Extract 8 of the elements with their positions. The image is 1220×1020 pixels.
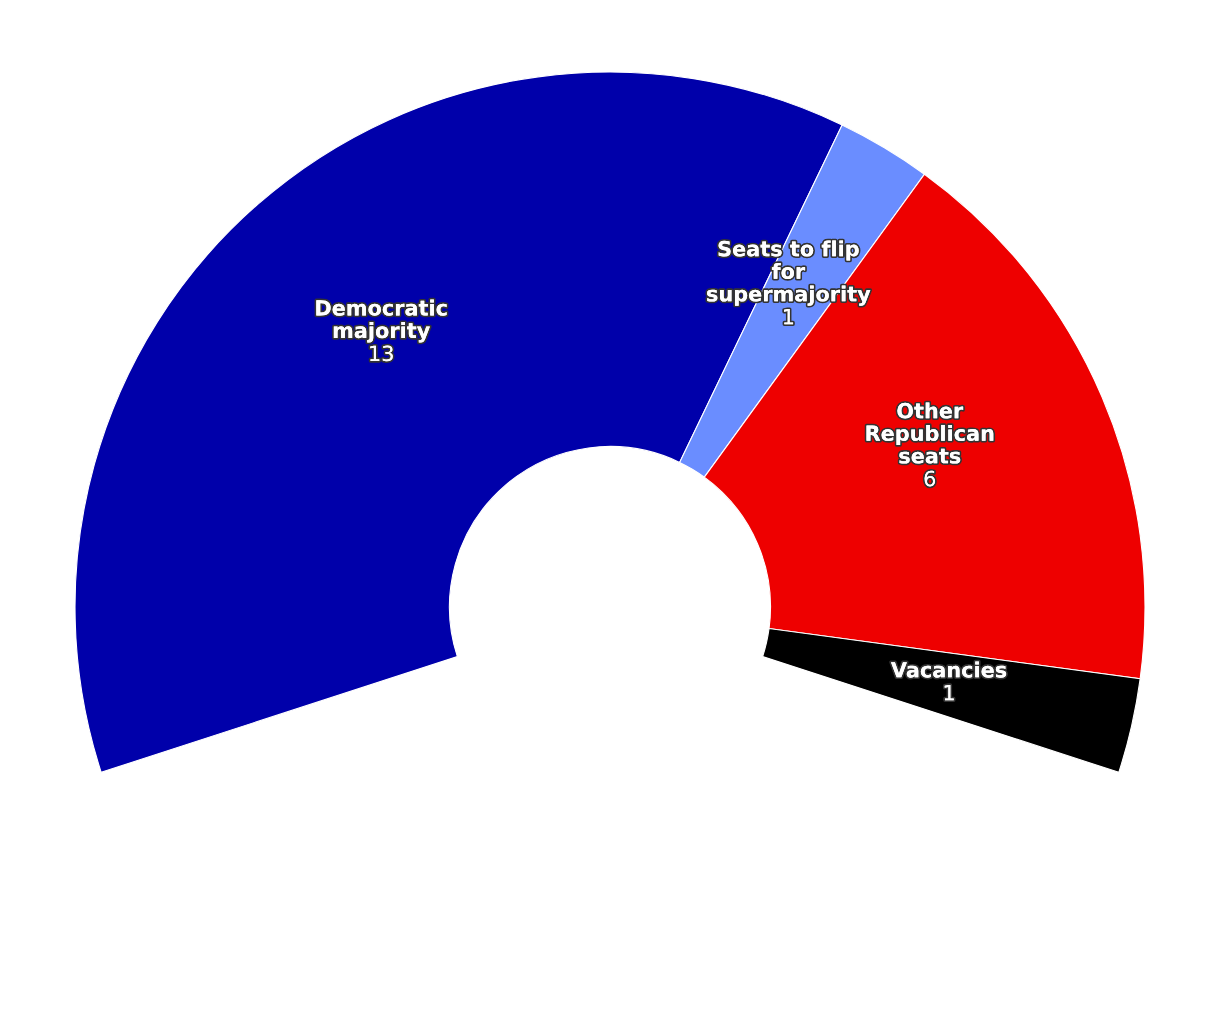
data-label: 13 <box>370 345 393 362</box>
slice-label: Other Republican seats <box>866 402 994 464</box>
data-label: 1 <box>944 685 954 701</box>
slice-label: Seats to flip for supermajority <box>707 240 871 306</box>
data-label: 1 <box>784 309 794 325</box>
slice-label: Democratic majority <box>316 299 447 343</box>
slice-label: Vacancies <box>890 661 1007 678</box>
data-label: 6 <box>924 470 936 487</box>
